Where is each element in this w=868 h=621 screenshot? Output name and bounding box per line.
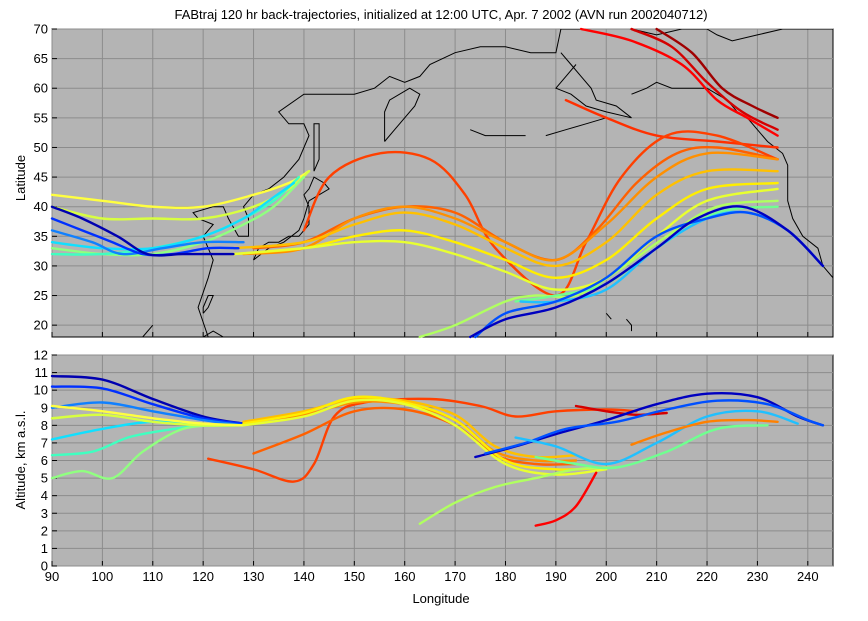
- altitude-trajectories: [50, 374, 825, 527]
- y-tick-label: 35: [34, 229, 48, 244]
- y-tick-label: 45: [34, 170, 48, 185]
- y-tick-label: 60: [34, 81, 48, 96]
- coastline: [313, 123, 320, 172]
- trajectory-line: [50, 385, 245, 425]
- altitude-panel: 90 100 110 120 130 140 150 160 170 180 190 200 210 22…: [13, 348, 834, 606]
- x-tick-label: 160: [394, 569, 416, 584]
- map-plot-area: [51, 28, 834, 338]
- coastline: [545, 117, 607, 137]
- trajectory-line: [50, 217, 240, 257]
- coastline: [142, 324, 154, 337]
- coastline: [560, 29, 833, 42]
- altitude-x-tick-labels: 90 100 110 120 130 140 150 160 170 180 190 200 210 22…: [45, 569, 819, 584]
- trajectory-line: [514, 409, 799, 466]
- coastline: [626, 318, 632, 332]
- y-tick-label: 12: [34, 348, 48, 363]
- trajectory-line: [50, 404, 245, 427]
- x-tick-label: 120: [192, 569, 214, 584]
- map-trajectories: [50, 27, 825, 339]
- trajectory-line: [242, 396, 578, 459]
- trajectory-line: [252, 406, 578, 466]
- y-tick-label: 8: [41, 418, 48, 433]
- y-tick-label: 6: [41, 453, 48, 468]
- map-coastlines: [142, 29, 833, 337]
- coastline: [202, 295, 214, 314]
- trajectory-line: [655, 27, 779, 119]
- x-tick-label: 180: [495, 569, 517, 584]
- coastline: [384, 87, 421, 142]
- map-panel: 20 25 30 35 40 45 50 55 60 65 70 Latitude: [13, 22, 834, 339]
- trajectory-line: [50, 170, 311, 210]
- trajectory-line: [50, 170, 311, 221]
- trajectory-line: [242, 151, 779, 262]
- trajectory-line: [418, 466, 618, 525]
- y-tick-label: 1: [41, 541, 48, 556]
- y-tick-label: 5: [41, 471, 48, 486]
- trajectory-line: [484, 399, 825, 455]
- y-tick-label: 3: [41, 506, 48, 521]
- trajectory-line: [574, 404, 668, 417]
- y-tick-label: 65: [34, 51, 48, 66]
- trajectory-line: [50, 205, 235, 257]
- x-tick-label: 220: [696, 569, 718, 584]
- x-tick-label: 140: [293, 569, 315, 584]
- x-tick-label: 210: [646, 569, 668, 584]
- y-tick-label: 25: [34, 288, 48, 303]
- x-tick-label: 90: [45, 569, 59, 584]
- x-tick-label: 190: [545, 569, 567, 584]
- figure-title: FABtraj 120 hr back-trajectories, initia…: [174, 7, 707, 22]
- coastline: [192, 29, 562, 337]
- x-tick-label: 100: [92, 569, 114, 584]
- y-tick-label: 20: [34, 318, 48, 333]
- trajectory-line: [630, 27, 779, 131]
- trajectory-line: [242, 395, 608, 471]
- y-tick-label: 2: [41, 523, 48, 538]
- y-tick-label: 55: [34, 110, 48, 125]
- map-y-tick-labels: 20 25 30 35 40 45 50 55 60 65 70: [34, 22, 48, 333]
- y-tick-label: 0: [41, 559, 48, 574]
- trajectory-line: [50, 181, 296, 251]
- trajectory-line: [418, 199, 779, 339]
- trajectory-line: [302, 130, 779, 297]
- altitude-x-axis-label: Longitude: [412, 591, 469, 606]
- x-tick-label: 230: [747, 569, 769, 584]
- y-tick-label: 50: [34, 140, 48, 155]
- trajectory-line: [50, 401, 245, 427]
- x-tick-label: 110: [142, 569, 163, 584]
- x-tick-label: 130: [243, 569, 265, 584]
- trajectory-line: [469, 205, 825, 339]
- coastline: [202, 330, 224, 337]
- x-tick-label: 240: [797, 569, 819, 584]
- trajectory-line: [564, 98, 779, 149]
- x-tick-label: 150: [343, 569, 365, 584]
- y-tick-label: 30: [34, 258, 48, 273]
- y-tick-label: 4: [41, 488, 48, 503]
- coastline: [470, 129, 526, 137]
- coastline: [605, 312, 612, 320]
- altitude-y-axis-label: Altitude, km a.s.l.: [13, 411, 28, 510]
- y-tick-label: 11: [35, 365, 49, 380]
- x-tick-label: 170: [444, 569, 466, 584]
- trajectory-line: [534, 424, 769, 470]
- map-y-axis-label: Latitude: [13, 155, 28, 201]
- coastline: [631, 81, 833, 279]
- trajectory-line: [534, 471, 598, 527]
- trajectory-line: [232, 187, 779, 291]
- y-tick-label: 70: [34, 22, 48, 37]
- trajectory-line: [630, 418, 779, 446]
- coastline: [253, 176, 330, 261]
- coastline: [555, 52, 632, 119]
- y-tick-label: 7: [41, 435, 48, 450]
- trajectory-line: [50, 424, 225, 480]
- x-tick-label: 200: [595, 569, 617, 584]
- y-tick-label: 10: [34, 383, 48, 398]
- y-tick-label: 9: [41, 400, 48, 415]
- trajectory-line: [579, 27, 779, 137]
- trajectory-line: [232, 168, 779, 268]
- trajectory-line: [232, 181, 779, 279]
- y-tick-label: 40: [34, 199, 48, 214]
